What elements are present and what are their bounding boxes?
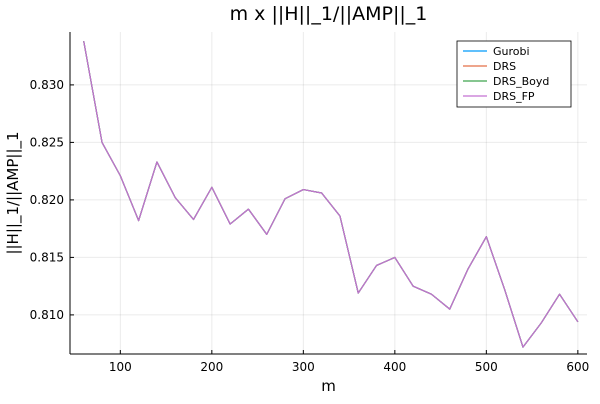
y-axis-label: ||H||_1/||AMP||_1	[4, 131, 23, 254]
y-tick-label: 0.830	[30, 78, 64, 92]
x-tick-label: 200	[200, 360, 223, 374]
y-tick-label: 0.820	[30, 193, 64, 207]
legend-label: DRS_FP	[493, 90, 535, 103]
legend: Gurobi DRS DRS_Boyd DRS_FP	[456, 40, 572, 108]
x-tick-label: 500	[475, 360, 498, 374]
x-axis-label: m	[321, 377, 336, 395]
chart-title: m x ||H||_1/||AMP||_1	[230, 3, 428, 25]
x-tick-label: 300	[292, 360, 315, 374]
legend-label: Gurobi	[493, 45, 530, 58]
series	[83, 41, 579, 348]
legend-label: DRS	[493, 60, 516, 73]
y-tick-label: 0.810	[30, 308, 64, 322]
x-tick-label: 100	[109, 360, 132, 374]
ticks: 100 200 300 400 500 600 0.810 0.815 0.820 0.825 0.…	[30, 78, 590, 374]
x-tick-label: 600	[566, 360, 589, 374]
axes	[69, 32, 587, 355]
y-tick-label: 0.815	[30, 250, 64, 264]
legend-label: DRS_Boyd	[493, 75, 549, 88]
y-tick-label: 0.825	[30, 135, 64, 149]
x-tick-label: 400	[383, 360, 406, 374]
series-line-drs-fp	[83, 41, 579, 348]
